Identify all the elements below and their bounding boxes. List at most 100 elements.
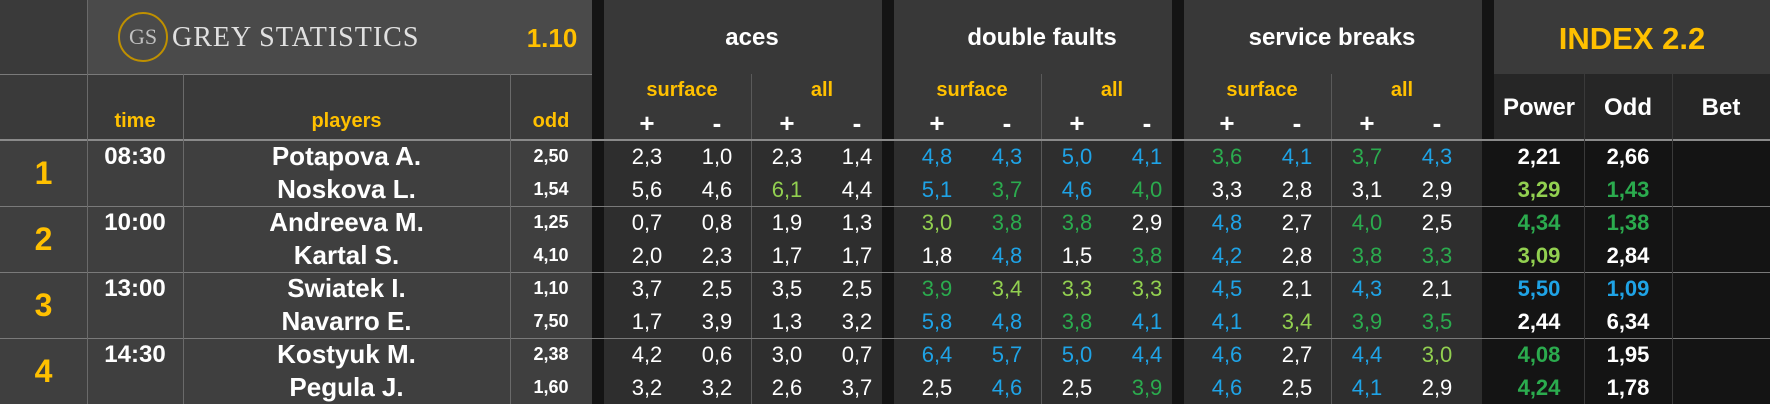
double-faults-surface-minus-header: - — [1002, 107, 1012, 138]
odd2-value: 1,43 — [1606, 177, 1650, 202]
brand-bar — [87, 0, 592, 74]
service-breaks-value: 3,3 — [1421, 243, 1453, 268]
player-name[interactable]: Pegula J. — [289, 372, 404, 402]
service-breaks-value: 3,5 — [1421, 309, 1453, 334]
service-breaks-surface-minus-header: - — [1292, 107, 1302, 138]
aces-value: 2,3 — [701, 243, 733, 268]
double-faults-value: 4,8 — [991, 309, 1023, 334]
odd2-value: 1,38 — [1606, 210, 1650, 235]
double-faults-value: 3,4 — [991, 276, 1023, 301]
double-faults-value: 3,0 — [921, 210, 953, 235]
double-faults-value: 6,4 — [921, 342, 953, 367]
service-breaks-value: 2,5 — [1421, 210, 1453, 235]
index-title: INDEX 2.2 — [1558, 21, 1706, 56]
double-faults-value: 5,0 — [1061, 342, 1093, 367]
aces-value: 3,9 — [701, 309, 733, 334]
aces-value: 2,5 — [841, 276, 873, 301]
service-breaks-value: 2,1 — [1281, 276, 1313, 301]
double-faults-value: 3,8 — [1061, 309, 1093, 334]
aces-surface-minus-header: - — [712, 107, 722, 138]
double-faults-value: 5,1 — [921, 177, 953, 202]
power-header[interactable]: Power — [1502, 94, 1576, 121]
player-odd: 1,54 — [533, 179, 569, 199]
match-time: 08:30 — [104, 142, 166, 170]
bet-cell[interactable] — [1672, 140, 1770, 173]
aces-value: 3,7 — [841, 375, 873, 400]
service-breaks-separator — [1172, 0, 1184, 404]
bet-cell[interactable] — [1672, 206, 1770, 239]
bet-header[interactable]: Bet — [1701, 94, 1741, 121]
power-column-divider — [1584, 74, 1585, 404]
service-breaks-value: 4,1 — [1281, 144, 1313, 169]
odd-column-divider — [510, 74, 511, 404]
double-faults-value: 3,3 — [1131, 276, 1163, 301]
service-breaks-value: 2,7 — [1281, 210, 1313, 235]
bet-cell[interactable] — [1672, 173, 1770, 206]
odd2-header[interactable]: Odd — [1604, 94, 1652, 121]
aces-value: 0,8 — [701, 210, 733, 235]
aces-separator — [592, 0, 604, 404]
service-breaks-value: 4,2 — [1211, 243, 1243, 268]
double-faults-value: 3,7 — [991, 177, 1023, 202]
double-faults-value: 3,9 — [1131, 375, 1163, 400]
double-faults-value: 3,9 — [921, 276, 953, 301]
double-faults-value: 2,5 — [921, 375, 953, 400]
match-number: 1 — [34, 154, 53, 191]
double-faults-value: 1,8 — [921, 243, 953, 268]
service-breaks-all-plus-header: + — [1359, 107, 1375, 138]
player-name[interactable]: Noskova L. — [277, 174, 416, 204]
player-name[interactable]: Kostyuk M. — [277, 339, 416, 369]
player-name[interactable]: Andreeva M. — [269, 207, 424, 237]
player-name[interactable]: Navarro E. — [281, 306, 412, 336]
match-divider — [0, 206, 1770, 207]
odd2-value: 2,66 — [1606, 144, 1650, 169]
player-name[interactable]: Kartal S. — [293, 240, 400, 270]
odd2-column-divider — [1672, 74, 1673, 404]
number-column-divider — [87, 0, 88, 404]
odd-header: odd — [532, 109, 570, 132]
service-breaks-value: 3,8 — [1351, 243, 1383, 268]
player-name[interactable]: Potapova A. — [271, 141, 422, 171]
double-faults-value: 4,1 — [1131, 144, 1163, 169]
service-breaks-value: 2,8 — [1281, 177, 1313, 202]
aces-value: 2,5 — [701, 276, 733, 301]
double-faults-value: 5,0 — [1061, 144, 1093, 169]
aces-value: 0,7 — [841, 342, 873, 367]
player-name[interactable]: Swiatek I. — [287, 273, 406, 303]
odd2-value: 6,34 — [1606, 309, 1650, 334]
service-breaks-value: 4,1 — [1351, 375, 1383, 400]
service-breaks-value: 3,0 — [1421, 342, 1453, 367]
service-breaks-value: 4,5 — [1211, 276, 1243, 301]
power-value: 5,50 — [1517, 276, 1561, 301]
double-faults-value: 4,4 — [1131, 342, 1163, 367]
odd2-value: 1,09 — [1606, 276, 1650, 301]
aces-value: 1,9 — [771, 210, 803, 235]
bet-cell[interactable] — [1672, 239, 1770, 272]
service-breaks-value: 2,1 — [1421, 276, 1453, 301]
double-faults-header: double faults — [967, 24, 1117, 51]
player-odd: 1,25 — [533, 212, 569, 232]
match-time: 13:00 — [104, 274, 166, 302]
aces-value: 2,6 — [771, 375, 803, 400]
player-odd: 2,38 — [533, 344, 569, 364]
double-faults-value: 2,5 — [1061, 375, 1093, 400]
double-faults-value: 5,8 — [921, 309, 953, 334]
double-faults-value: 3,8 — [1061, 210, 1093, 235]
double-faults-column-divider — [1041, 74, 1042, 404]
aces-value: 3,2 — [841, 309, 873, 334]
power-value: 4,34 — [1517, 210, 1561, 235]
double-faults-surface-plus-header: + — [929, 107, 945, 138]
bet-cell[interactable] — [1672, 338, 1770, 371]
service-breaks-header: service breaks — [1248, 24, 1416, 51]
match-time: 14:30 — [104, 340, 166, 368]
bet-cell[interactable] — [1672, 305, 1770, 338]
bet-cell[interactable] — [1672, 272, 1770, 305]
service-breaks-value: 2,8 — [1281, 243, 1313, 268]
service-breaks-value: 3,3 — [1211, 177, 1243, 202]
double-faults-value: 3,8 — [991, 210, 1023, 235]
power-value: 3,09 — [1517, 243, 1561, 268]
double-faults-surface-header: surface — [936, 78, 1008, 101]
service-breaks-value: 4,4 — [1351, 342, 1383, 367]
bet-cell[interactable] — [1672, 371, 1770, 404]
service-breaks-value: 4,1 — [1211, 309, 1243, 334]
